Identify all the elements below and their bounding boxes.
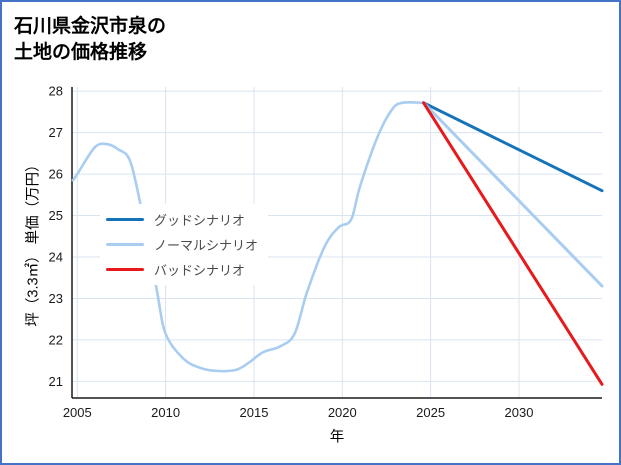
- y-axis-label: 坪（3.3㎡） 単価（万円）: [25, 157, 42, 327]
- chart-title-line1: 石川県金沢市泉の: [14, 16, 167, 37]
- legend-line-swatch-bad: [106, 268, 144, 271]
- chart-title: 石川県金沢市泉の 土地の価格推移: [14, 14, 166, 66]
- x-tick-label-2015: 2015: [240, 405, 269, 420]
- legend-item-bad-scenario: バッドシナリオ: [106, 257, 258, 282]
- legend-line-swatch-normal: [106, 243, 144, 246]
- y-tick-label-22: 22: [49, 332, 63, 347]
- y-tick-label-28: 28: [49, 84, 63, 99]
- series-バッドシナリオ: [422, 101, 604, 386]
- x-tick-label-2025: 2025: [416, 405, 445, 420]
- x-axis-label: 年: [329, 429, 345, 446]
- series-グッドシナリオ: [422, 101, 604, 193]
- x-tick-label-2030: 2030: [505, 405, 534, 420]
- y-tick-label-24: 24: [49, 250, 63, 265]
- x-tick-label-2020: 2020: [328, 405, 357, 420]
- legend-label-good: グッドシナリオ: [154, 213, 246, 228]
- y-tick-label-23: 23: [49, 291, 63, 306]
- legend-line-swatch-good: [106, 218, 144, 221]
- chart-title-line2: 土地の価格推移: [14, 42, 148, 63]
- y-tick-label-26: 26: [49, 167, 63, 182]
- y-tick-label-27: 27: [49, 125, 63, 140]
- y-tick-label-25: 25: [49, 208, 63, 223]
- legend-label-normal: ノーマルシナリオ: [154, 238, 259, 253]
- x-tick-label-2005: 2005: [63, 405, 92, 420]
- series-ノーマルシナリオ: [422, 101, 604, 288]
- y-tick-label-21: 21: [49, 374, 63, 389]
- legend-item-normal-scenario: ノーマルシナリオ: [106, 232, 258, 257]
- legend-item-good-scenario: グッドシナリオ: [106, 207, 258, 232]
- x-tick-label-2010: 2010: [151, 405, 180, 420]
- series-price-history: [71, 100, 425, 373]
- chart-legend: グッドシナリオ ノーマルシナリオ バッドシナリオ: [100, 204, 269, 285]
- legend-label-bad: バッドシナリオ: [154, 263, 246, 278]
